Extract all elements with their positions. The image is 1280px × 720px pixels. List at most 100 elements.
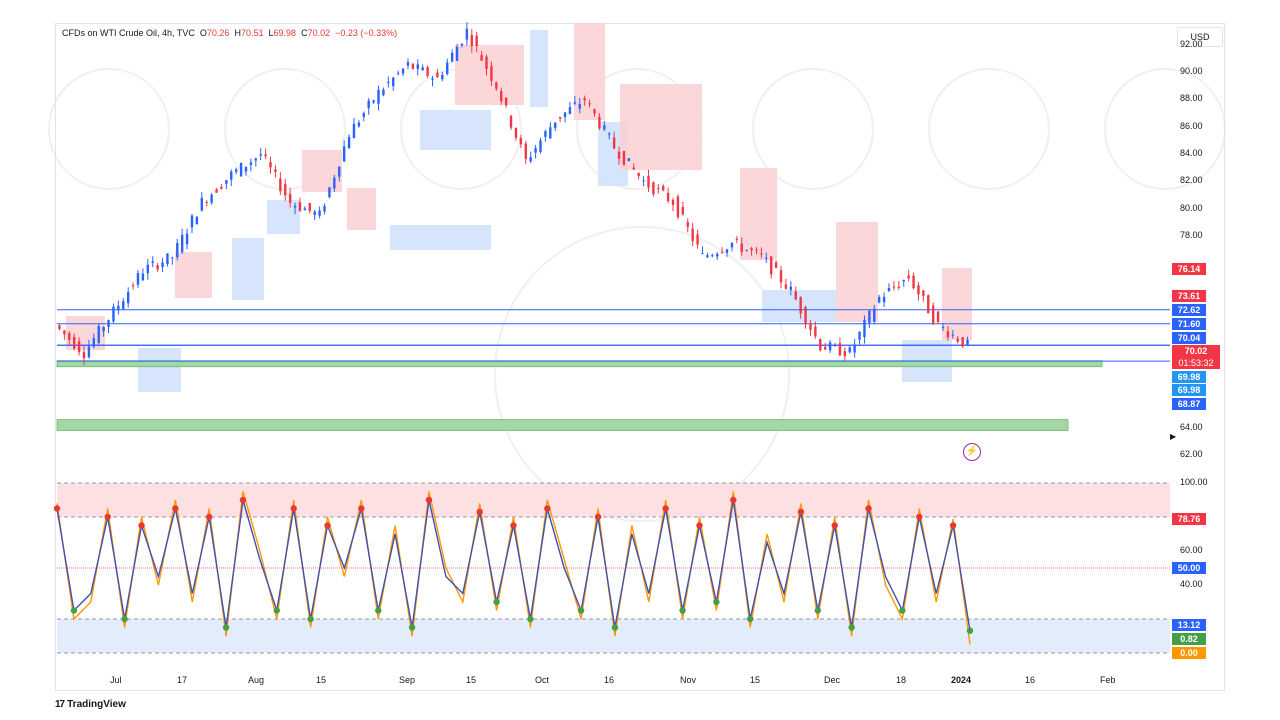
oversold-dot: [408, 624, 416, 631]
candle-body: [126, 291, 130, 304]
candle-body: [470, 34, 473, 47]
candle-body: [637, 173, 640, 177]
candle-body: [239, 163, 243, 177]
candle-body: [259, 154, 262, 156]
candle-body: [392, 77, 395, 87]
price-tick-label: 78.00: [1180, 230, 1203, 241]
legend: CFDs on WTI Crude Oil, 4h, TVC O70.26 H7…: [62, 28, 397, 38]
candle-body: [534, 148, 537, 153]
candle-body: [279, 178, 282, 192]
candle-body: [706, 255, 709, 258]
candle-body: [333, 177, 336, 189]
candle-body: [269, 162, 272, 168]
watermark-seal-large: [494, 226, 790, 522]
candle-body: [274, 169, 277, 172]
time-tick-label: Aug: [248, 675, 265, 685]
supply-zone: [620, 84, 702, 170]
price-badge: 69.98: [1172, 371, 1206, 383]
legend-open-label: O: [199, 28, 207, 38]
candle-body: [711, 255, 714, 257]
overbought-dot: [290, 505, 297, 512]
price-tick-label: 86.00: [1180, 120, 1203, 131]
candle-body: [627, 158, 631, 162]
demand-zone: [390, 225, 491, 250]
lightning-icon[interactable]: ⚡: [963, 443, 981, 461]
price-badge: 70.02: [1172, 345, 1220, 357]
price-tick-label: 64.00: [1180, 421, 1203, 432]
candle-body: [131, 285, 135, 287]
candle-body: [848, 347, 851, 353]
candle-body: [323, 205, 326, 212]
candle-body: [450, 52, 454, 62]
price-tick-label: 62.00: [1180, 449, 1203, 460]
candle-body: [401, 68, 405, 74]
overbought-dot: [662, 505, 669, 512]
price-tick-label: 84.00: [1180, 148, 1203, 159]
candle-body: [799, 297, 802, 314]
legend-high: 70.51: [240, 28, 264, 38]
time-tick-label: 15: [316, 675, 327, 685]
candle-body: [823, 346, 827, 350]
candle-body: [480, 55, 483, 61]
oversold-dot: [222, 624, 230, 631]
demand-zone: [232, 238, 264, 300]
candle-body: [519, 138, 523, 145]
candle-body: [868, 310, 871, 323]
candle-body: [475, 35, 478, 47]
candle-body: [441, 74, 444, 80]
oversold-dot: [814, 607, 822, 614]
tradingview-branding[interactable]: 17 TradingView: [55, 699, 126, 710]
candle-body: [136, 273, 140, 285]
candle-body: [765, 257, 768, 259]
chart-frame: [55, 23, 1225, 691]
candle-body: [338, 166, 341, 177]
osc-badge: 0.82: [1172, 633, 1206, 645]
overbought-dot: [696, 522, 703, 529]
candle-body: [68, 333, 71, 340]
time-tick-label: 15: [466, 675, 477, 685]
oversold-dot: [966, 627, 974, 634]
candle-body: [102, 327, 105, 332]
candle-body: [828, 342, 832, 351]
candle-body: [922, 290, 925, 296]
time-tick-label: 16: [604, 675, 615, 685]
candle-body: [671, 199, 675, 206]
candle-body: [112, 306, 115, 322]
candle-body: [863, 319, 866, 338]
legend-close-label: C: [301, 28, 308, 38]
play-arrow-icon[interactable]: ▶: [1170, 432, 1177, 441]
candle-body: [406, 62, 410, 66]
candle-body: [701, 253, 704, 255]
osc-badge: 13.12: [1172, 619, 1206, 631]
overbought-dot: [510, 522, 517, 529]
supply-zone: [836, 222, 878, 322]
candle-body: [568, 107, 572, 114]
candle-body: [460, 43, 464, 46]
candle-body: [681, 207, 685, 215]
candle-body: [151, 261, 154, 263]
currency-button[interactable]: USD: [1177, 27, 1223, 47]
supply-zone: [455, 45, 524, 105]
candle-body: [779, 270, 783, 283]
candle-body: [873, 308, 876, 322]
candle-body: [92, 338, 96, 347]
candle-body: [264, 154, 267, 157]
candle-body: [176, 242, 179, 258]
candle-body: [421, 67, 424, 71]
candle-body: [156, 265, 159, 270]
price-tick-label: 90.00: [1180, 65, 1203, 76]
overbought-dot: [138, 522, 145, 529]
candle-body: [529, 157, 532, 162]
price-badge: 01:53:32: [1172, 357, 1220, 369]
candle-body: [146, 264, 150, 274]
candle-body: [735, 238, 739, 240]
candle-body: [608, 133, 611, 135]
candle-body: [303, 208, 307, 211]
candle-body: [554, 122, 557, 128]
candle-body: [436, 72, 439, 78]
candle-body: [200, 197, 204, 211]
candle-body: [927, 295, 930, 314]
oversold-dot: [899, 607, 906, 614]
candle-body: [490, 66, 493, 81]
